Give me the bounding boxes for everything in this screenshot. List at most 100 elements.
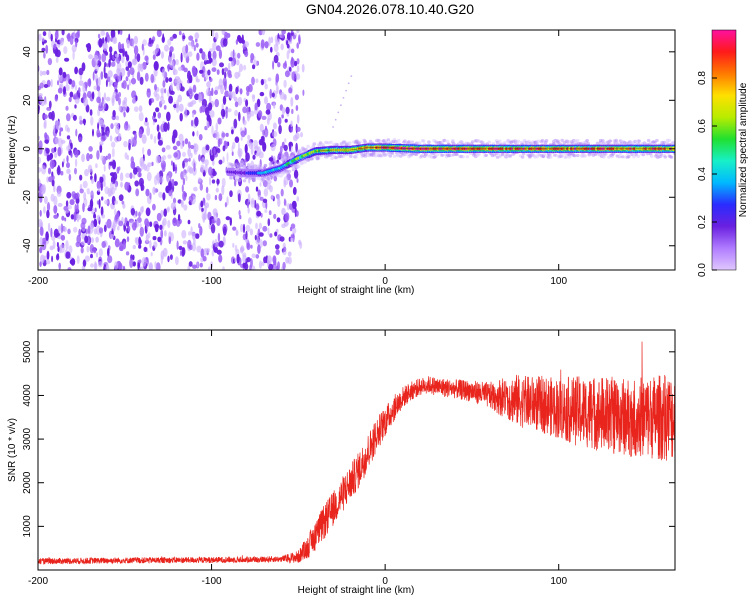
noise-blob xyxy=(273,155,276,162)
noise-blob xyxy=(187,51,193,57)
noise-blob xyxy=(127,84,130,91)
noise-blob xyxy=(119,241,124,251)
noise-blob xyxy=(139,206,143,215)
noise-blob xyxy=(191,100,197,105)
noise-blob xyxy=(89,109,93,116)
noise-blob xyxy=(152,54,156,60)
noise-blob xyxy=(87,43,91,49)
noise-blob xyxy=(283,176,289,186)
noise-blob xyxy=(259,196,264,201)
noise-blob xyxy=(264,209,268,213)
noise-blob xyxy=(187,239,192,249)
noise-blob xyxy=(250,197,256,208)
noise-blob xyxy=(172,217,178,227)
noise-blob xyxy=(146,126,151,136)
ridge-halo xyxy=(620,155,625,159)
noise-blob xyxy=(125,60,128,67)
noise-blob xyxy=(175,256,179,266)
noise-blob xyxy=(289,179,293,188)
noise-blob xyxy=(90,263,94,268)
noise-blob xyxy=(59,127,64,132)
noise-blob xyxy=(129,67,135,75)
noise-blob xyxy=(196,130,199,137)
noise-blob xyxy=(283,144,288,152)
noise-blob xyxy=(198,134,203,141)
noise-blob xyxy=(262,225,268,232)
x-tick-label: -200 xyxy=(28,576,48,587)
noise-blob xyxy=(133,45,139,55)
noise-blob xyxy=(168,190,172,197)
noise-blob xyxy=(177,94,183,103)
noise-blob xyxy=(277,154,280,162)
noise-blob xyxy=(88,78,91,85)
noise-blob xyxy=(72,194,78,200)
noise-blob xyxy=(64,57,70,62)
noise-blob xyxy=(246,242,251,251)
noise-blob xyxy=(242,119,247,126)
y-tick-label: 20 xyxy=(22,94,33,106)
y-tick-label: 2000 xyxy=(22,471,33,494)
ridge-halo xyxy=(593,152,598,156)
noise-blob xyxy=(217,232,221,242)
noise-blob xyxy=(199,69,204,74)
spectrogram-ylabel: Frequency (Hz) xyxy=(7,116,18,185)
noise-blob xyxy=(46,176,50,183)
noise-blob xyxy=(76,255,80,264)
noise-blob xyxy=(92,71,95,81)
noise-blob xyxy=(224,71,227,79)
noise-blob xyxy=(219,62,224,68)
noise-blob xyxy=(266,102,272,112)
noise-blob xyxy=(237,193,241,203)
noise-blob xyxy=(161,36,165,43)
noise-blob xyxy=(243,64,247,71)
noise-blob xyxy=(153,61,159,71)
noise-blob xyxy=(118,48,124,54)
noise-blob xyxy=(135,188,140,197)
noise-blob xyxy=(47,222,51,233)
colorbar-ticks: 0.0 0.2 0.4 0.6 0.8 xyxy=(697,71,717,277)
noise-blob xyxy=(274,231,278,237)
noise-blob xyxy=(81,153,85,163)
noise-blob xyxy=(136,71,141,81)
noise-blob xyxy=(296,114,300,124)
noise-blob xyxy=(275,249,280,256)
spectrogram-xlabel: Height of straight line (km) xyxy=(298,285,415,296)
noise-blob xyxy=(101,196,104,201)
ridge-halo xyxy=(595,141,600,145)
noise-blob xyxy=(138,112,144,122)
noise-blob xyxy=(69,91,74,98)
noise-blob xyxy=(187,219,191,225)
noise-blob xyxy=(72,50,75,61)
noise-blob xyxy=(66,162,70,169)
noise-blob xyxy=(148,98,152,106)
noise-blob xyxy=(46,202,51,212)
noise-blob xyxy=(209,110,215,118)
noise-blob xyxy=(172,53,176,60)
noise-blob xyxy=(160,156,164,164)
noise-blob xyxy=(199,262,203,268)
noise-blob xyxy=(95,252,99,258)
noise-blob xyxy=(182,240,188,245)
noise-blob xyxy=(225,216,231,221)
noise-blob xyxy=(121,82,124,89)
noise-blob xyxy=(103,181,106,188)
noise-blob xyxy=(152,186,156,195)
noise-blob xyxy=(49,159,55,169)
x-tick-label: 100 xyxy=(550,576,567,587)
noise-blob xyxy=(54,30,59,40)
noise-blob xyxy=(290,234,295,239)
noise-blob xyxy=(183,51,189,59)
noise-blob xyxy=(161,147,166,153)
ridge-halo xyxy=(355,152,359,156)
noise-blob xyxy=(38,178,41,187)
ridge-halo xyxy=(585,138,589,143)
noise-blob xyxy=(180,141,184,150)
noise-blob xyxy=(82,180,88,189)
noise-blob xyxy=(39,95,42,103)
noise-blob xyxy=(188,195,194,203)
noise-blob xyxy=(296,73,301,80)
noise-blob xyxy=(172,65,176,76)
noise-blob xyxy=(257,110,263,118)
ridge-halo xyxy=(280,158,284,162)
noise-blob xyxy=(160,87,165,94)
